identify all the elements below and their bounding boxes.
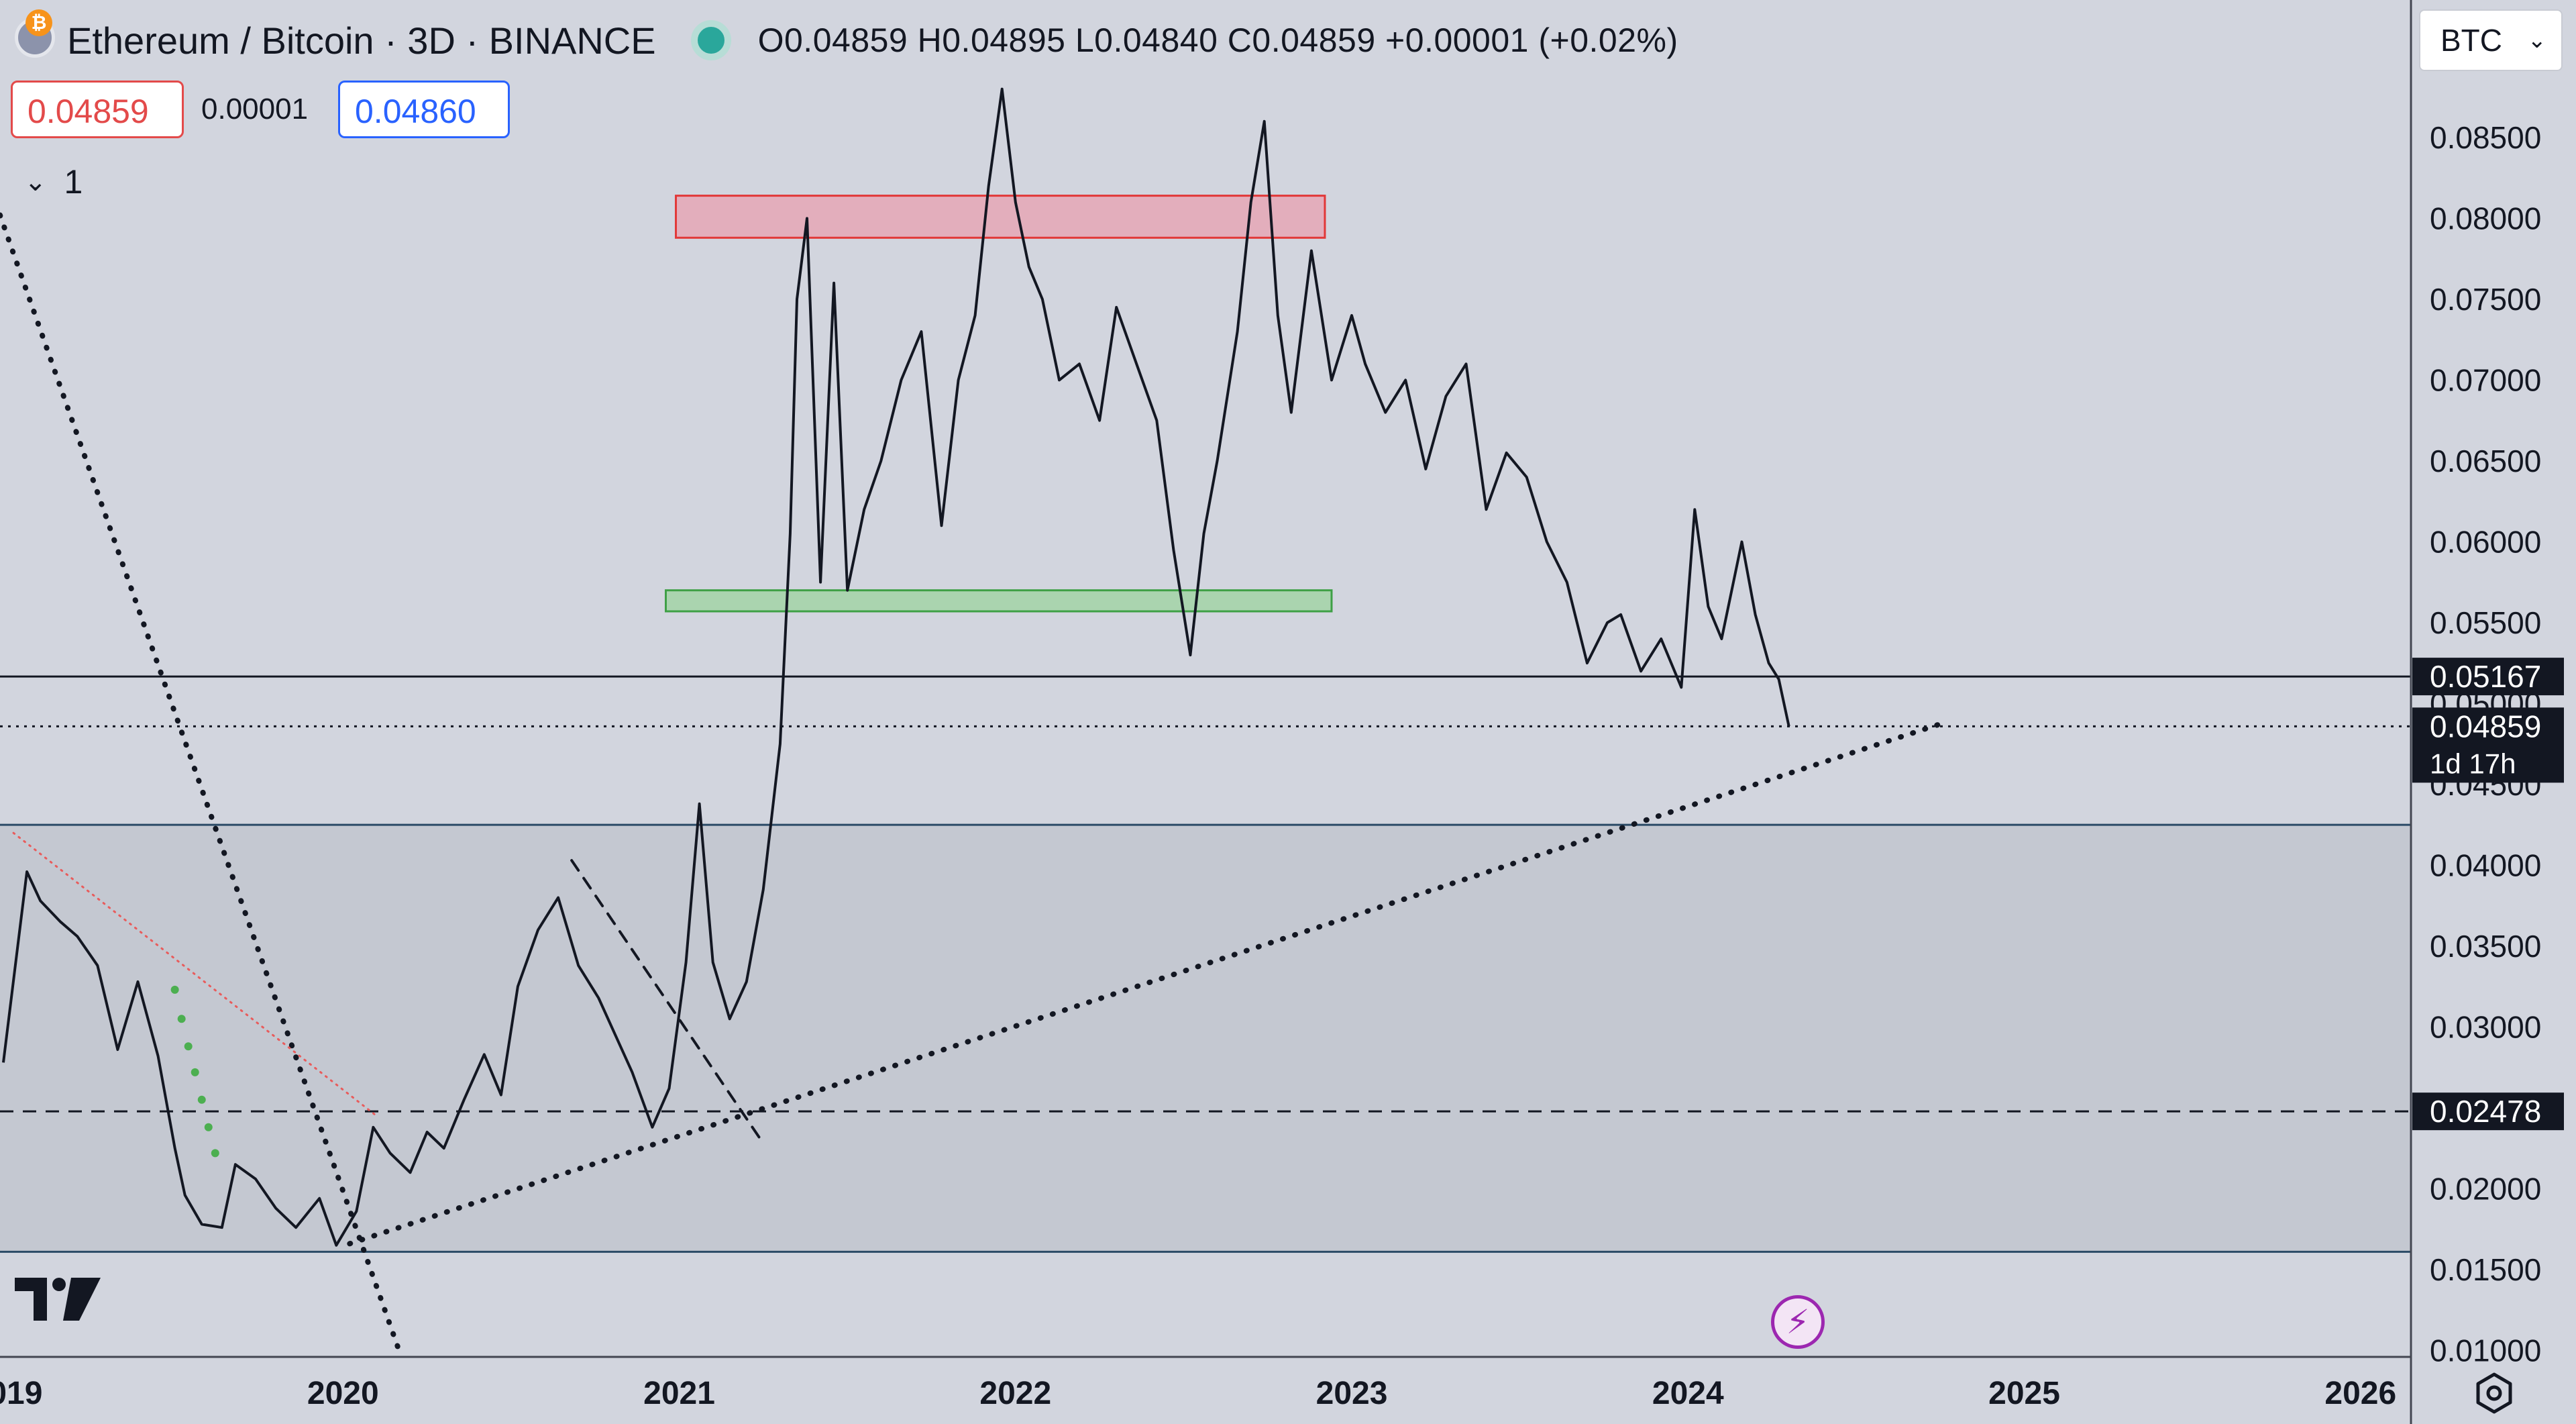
- y-tick-label: 0.03000: [2430, 1009, 2541, 1044]
- tradingview-logo-icon[interactable]: [15, 1272, 102, 1326]
- y-tick-label: 0.04000: [2430, 848, 2541, 882]
- settings-icon[interactable]: [2473, 1372, 2516, 1415]
- chart-header: ₿ Ethereum / Bitcoin · 3D · BINANCE O0.0…: [0, 0, 1678, 81]
- y-tick-label: 0.07500: [2430, 282, 2541, 317]
- y-tick-label: 0.03500: [2430, 929, 2541, 964]
- sell-price-button[interactable]: 0.04859: [11, 81, 184, 138]
- dashed-trendline: [570, 859, 765, 1145]
- long-term-trendline: [347, 720, 1947, 1247]
- symbol-title[interactable]: Ethereum / Bitcoin · 3D · BINANCE: [67, 19, 656, 62]
- x-tick-label: 2025: [1988, 1376, 2060, 1411]
- chevron-down-icon: ⌄: [2527, 28, 2547, 53]
- x-tick-label: 2024: [1652, 1376, 1724, 1411]
- green-marker: [211, 1149, 219, 1158]
- green-marker: [184, 1042, 193, 1051]
- chevron-down-icon: ⌄: [24, 167, 47, 197]
- currency-select-value: BTC: [2440, 23, 2502, 58]
- price-label-bg: [2412, 658, 2564, 696]
- price-line: [2, 87, 1790, 1247]
- x-tick-label: 2022: [979, 1376, 1051, 1411]
- price-label: 0.05167: [2430, 659, 2541, 694]
- green-marker: [197, 1095, 206, 1104]
- price-label: 0.04859: [2430, 709, 2541, 744]
- price-label: 0.02478: [2430, 1094, 2541, 1129]
- y-tick-label: 0.07000: [2430, 362, 2541, 397]
- steep-downtrend-line: [0, 212, 403, 1357]
- indicator-count: 1: [64, 163, 83, 201]
- y-tick-label: 0.01000: [2430, 1333, 2541, 1368]
- green-marker: [204, 1123, 213, 1131]
- y-tick-label: 0.02000: [2430, 1171, 2541, 1206]
- red-dotted-trendline: [12, 831, 378, 1117]
- y-tick-label: 0.06000: [2430, 524, 2541, 559]
- y-tick-label: 0.05500: [2430, 605, 2541, 640]
- y-tick-label: 0.08500: [2430, 120, 2541, 155]
- y-tick-label: 0.08000: [2430, 201, 2541, 236]
- x-tick-label: 2020: [307, 1376, 379, 1411]
- countdown-label: 1d 17h: [2430, 748, 2516, 779]
- y-tick-label: 0.06500: [2430, 444, 2541, 478]
- x-tick-label: 2019: [0, 1376, 42, 1411]
- indicators-toggle[interactable]: ⌄ 1: [24, 162, 83, 201]
- x-tick-label: 2026: [2324, 1376, 2396, 1411]
- price-label-bg: [2412, 1092, 2564, 1131]
- price-label-bg: [2412, 707, 2564, 783]
- green-marker: [170, 985, 179, 994]
- green-marker: [177, 1015, 186, 1023]
- green-marker: [191, 1068, 199, 1076]
- range-shade: [0, 825, 2411, 1252]
- resistance-zone: [675, 195, 1326, 239]
- ohlc-values: O0.04859 H0.04895 L0.04840 C0.04859 +0.0…: [757, 21, 1678, 59]
- y-tick-label: 0.01500: [2430, 1252, 2541, 1287]
- market-status-icon[interactable]: [690, 20, 731, 60]
- spread-value: 0.00001: [201, 93, 309, 125]
- support-zone: [664, 589, 1333, 613]
- lightning-icon[interactable]: ⚡: [1771, 1295, 1825, 1349]
- buy-price-button[interactable]: 0.04860: [338, 81, 510, 138]
- x-tick-label: 2023: [1316, 1376, 1388, 1411]
- x-tick-label: 2021: [643, 1376, 715, 1411]
- currency-select[interactable]: BTC ⌄: [2419, 9, 2563, 71]
